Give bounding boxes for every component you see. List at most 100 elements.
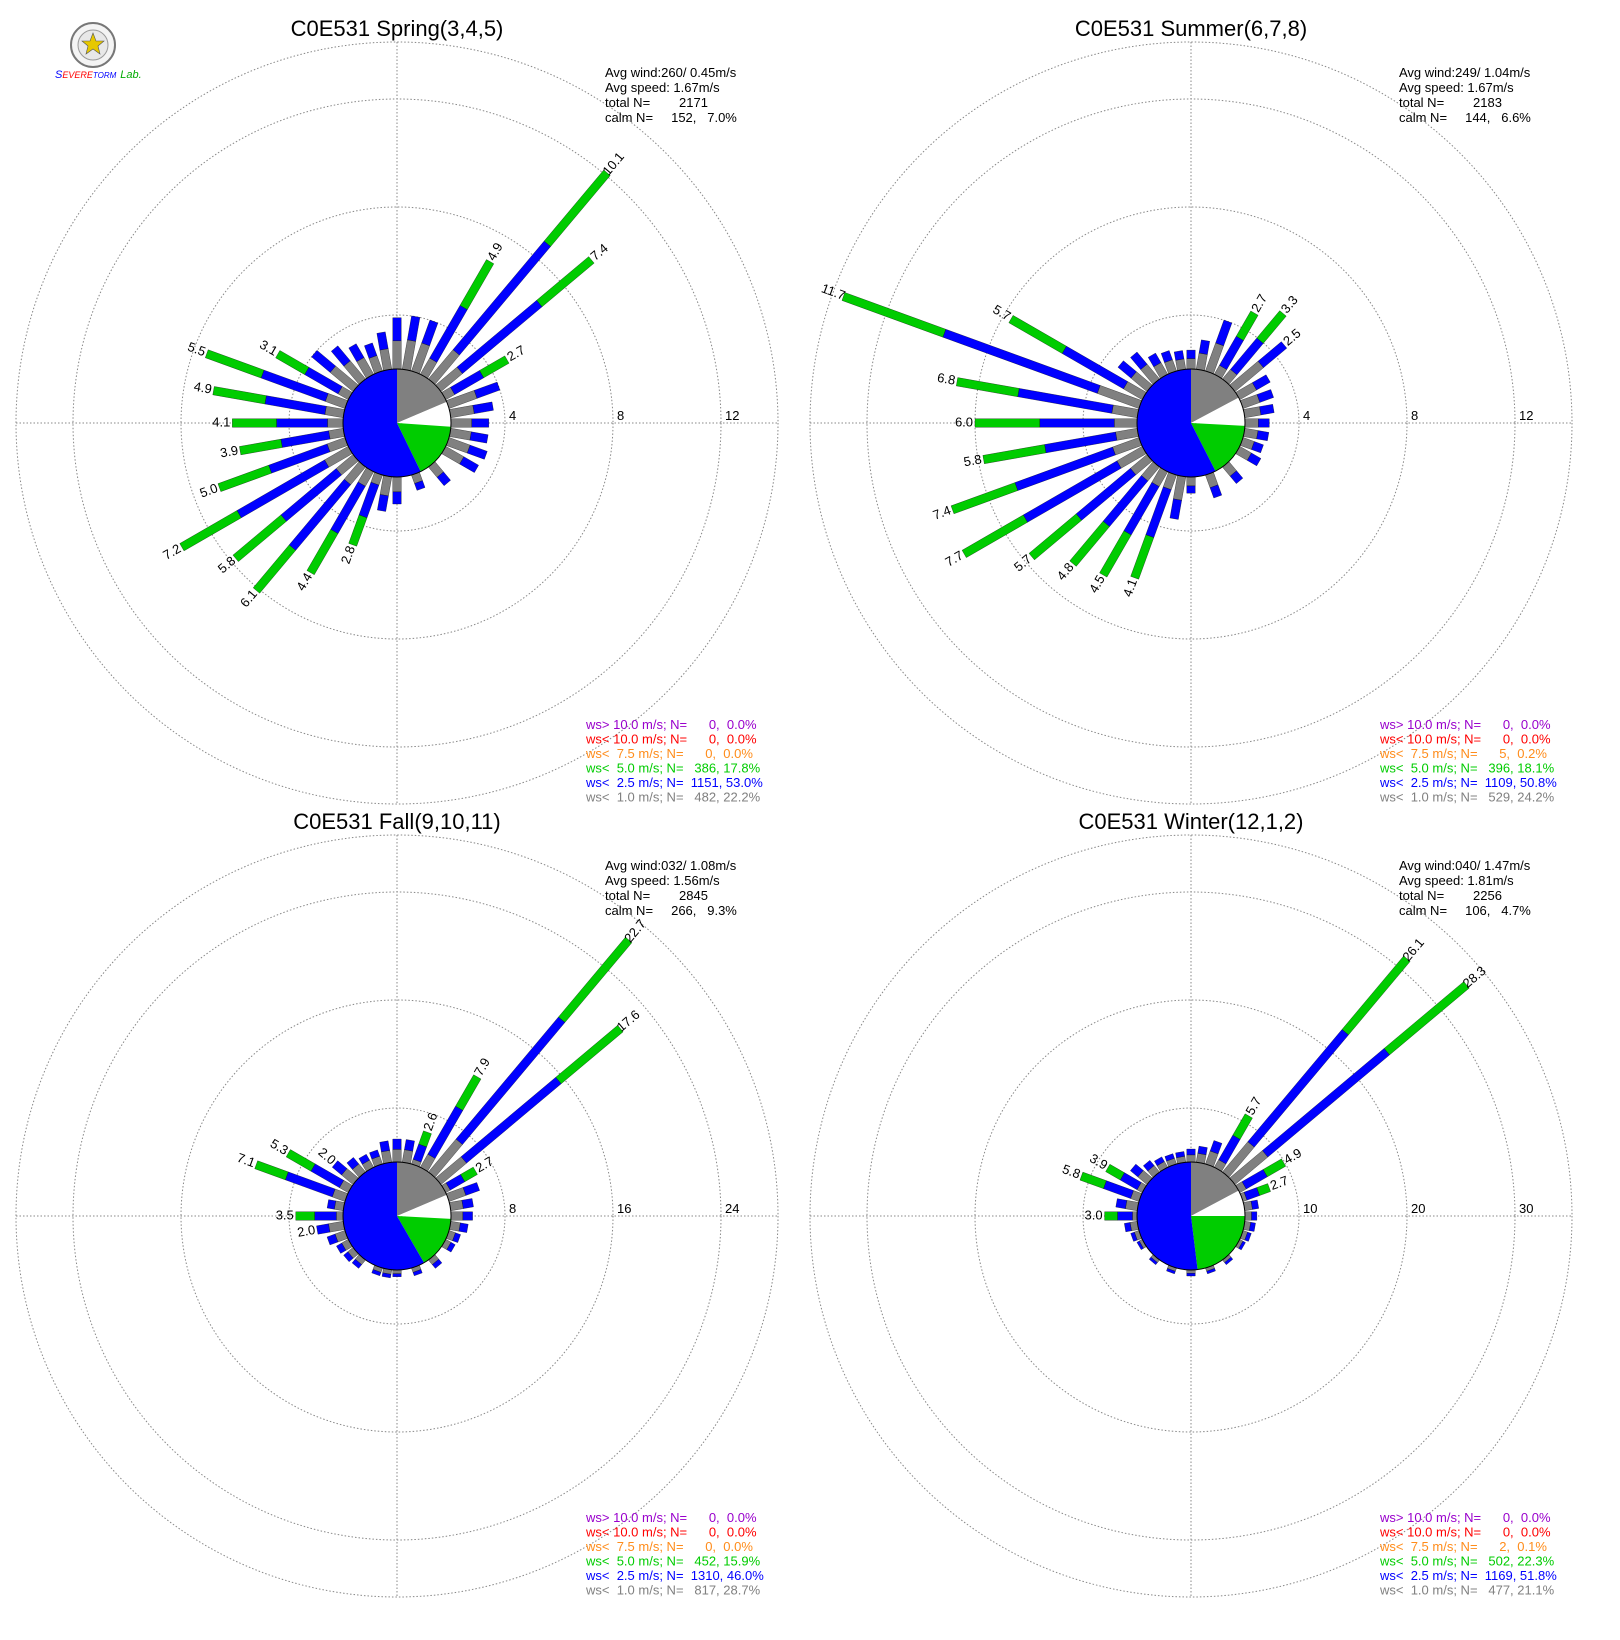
- wind-bar-segment: [1244, 1231, 1252, 1242]
- wind-bar-segment: [326, 1199, 336, 1210]
- wind-bar-segment: [1256, 310, 1287, 344]
- wind-bar-segment: [1249, 1222, 1256, 1232]
- wind-bar-segment: [1079, 1171, 1107, 1189]
- wind-bar-segment: [1252, 374, 1271, 391]
- wind-bar-segment: [332, 1160, 348, 1176]
- stats-line: calm N= 266, 9.3%: [605, 903, 737, 918]
- wind-bar-segment: [1164, 1153, 1175, 1162]
- calm-pie-outline: [342, 368, 452, 478]
- wind-bar-segment: [1115, 1198, 1128, 1209]
- ring-tick-label: 8: [617, 408, 624, 423]
- wind-bar-segment: [1104, 1211, 1118, 1221]
- ring-tick-label: 30: [1519, 1201, 1533, 1216]
- bar-value-label: 4.1: [1120, 577, 1140, 599]
- stats-line: Avg speed: 1.67m/s: [605, 80, 720, 95]
- ring-tick-label: 24: [725, 1201, 739, 1216]
- wind-bar-segment: [1257, 341, 1288, 368]
- wind-bar-segment: [275, 350, 310, 375]
- legend-entry: ws< 1.0 m/s; N= 482, 22.2%: [585, 790, 761, 805]
- calm-pie-slice: [397, 369, 447, 423]
- panel-title: C0E531 Winter(12,1,2): [1079, 809, 1304, 834]
- calm-pie: [1136, 368, 1246, 478]
- panel-title: C0E531 Spring(3,4,5): [291, 16, 504, 41]
- legend-entry: ws< 1.0 m/s; N= 477, 21.1%: [1379, 1583, 1555, 1598]
- wind-bar-segment: [1250, 1199, 1259, 1210]
- wind-bar-segment: [1125, 1200, 1139, 1211]
- legend-entry: ws< 5.0 m/s; N= 386, 17.8%: [585, 761, 761, 776]
- wind-bar-segment: [392, 1269, 402, 1274]
- wind-bar-segment: [314, 1211, 337, 1221]
- wind-bar-segment: [392, 317, 402, 341]
- wind-bar-segment: [472, 401, 494, 414]
- bar-value-label: 5.5: [186, 339, 208, 359]
- legend-entry: ws< 2.5 m/s; N= 1151, 53.0%: [585, 775, 763, 790]
- grid-ring: [180, 999, 614, 1433]
- wind-bar-segment: [1069, 520, 1110, 567]
- wind-bar-segment: [1259, 404, 1275, 416]
- wind-bar-segment: [1209, 1140, 1223, 1155]
- wind-bar-segment: [306, 529, 339, 575]
- wind-bar-segment: [392, 1273, 402, 1277]
- calm-pie-slice: [1137, 1162, 1198, 1270]
- calm-pie-slice: [1191, 397, 1245, 426]
- wind-bar-segment: [1124, 1222, 1132, 1232]
- wind-bar-segment: [1186, 1273, 1196, 1277]
- wind-bar-segment: [450, 1211, 464, 1221]
- bar-value-label: 2.8: [338, 544, 358, 566]
- wind-bar-segment: [351, 1258, 362, 1269]
- legend-entry: ws< 2.5 m/s; N= 1169, 51.8%: [1379, 1568, 1557, 1583]
- wind-bar-segment: [436, 471, 451, 486]
- calm-pie-outline: [1136, 368, 1246, 478]
- wind-bar-segment: [328, 428, 345, 440]
- wind-bar-segment: [1256, 430, 1270, 441]
- wind-bar-segment: [402, 1149, 413, 1164]
- ring-tick-label: 8: [509, 1201, 516, 1216]
- calm-pie-slice: [1191, 1190, 1245, 1216]
- wind-bar-segment: [1232, 1113, 1253, 1140]
- wind-bar-segment: [455, 1074, 482, 1111]
- legend-entry: ws< 7.5 m/s; N= 0, 0.0%: [585, 746, 753, 761]
- legend-entry: ws< 2.5 m/s; N= 1109, 50.8%: [1379, 775, 1557, 790]
- wind-bar-segment: [1206, 1268, 1216, 1275]
- wind-bar-segment: [429, 305, 468, 363]
- legend-entry: ws< 10.0 m/s; N= 0, 0.0%: [1379, 732, 1551, 747]
- wind-bar-segment: [404, 1139, 415, 1152]
- bar-value-label: 7.1: [235, 1150, 257, 1170]
- ring-tick-label: 12: [725, 408, 739, 423]
- wind-rose-panel: 8 16 242.67.922.717.62.72.03.57.15.3 2.0C0E…: [15, 809, 779, 1598]
- wind-bar-segment: [1008, 315, 1067, 354]
- wind-bar-segment: [460, 1166, 478, 1182]
- wind-bar-segment: [1136, 1240, 1144, 1250]
- wind-bar-segment: [343, 1251, 354, 1262]
- wind-bar-segment: [358, 1154, 370, 1165]
- wind-bar-segment: [1186, 1148, 1196, 1156]
- wind-bar-segment: [1186, 1154, 1196, 1163]
- wind-bar-segment: [205, 349, 265, 379]
- wind-bar-segment: [1130, 1231, 1138, 1242]
- wind-bar-segment: [1197, 1145, 1208, 1155]
- wind-bar-segment: [326, 1233, 339, 1246]
- calm-pie-outline: [1136, 1161, 1246, 1271]
- wind-bar-segment: [327, 418, 344, 428]
- wind-bar-segment: [1383, 981, 1470, 1056]
- stats-line: total N= 2845: [605, 888, 708, 903]
- outer-ring: [15, 41, 779, 805]
- logo-lettering: SEVERETORM Lab.: [55, 69, 142, 81]
- wind-rose-panel: 4 8 122.7 3.32.54.14.54.85.77.77.45.86.06.8…: [809, 16, 1573, 805]
- wind-bar-segment: [1247, 452, 1262, 467]
- wind-bar-segment: [467, 444, 488, 460]
- wind-bar-segment: [1198, 339, 1210, 355]
- wind-bar-segment: [558, 936, 633, 1023]
- wind-bar-segment: [1256, 389, 1274, 403]
- wind-bar-segment: [1175, 358, 1186, 371]
- wind-bar-segment: [1256, 1183, 1271, 1196]
- wind-bar-segment: [232, 418, 277, 428]
- ring-tick-label: 4: [1303, 408, 1310, 423]
- legend-entry: ws> 10.0 m/s; N= 0, 0.0%: [1379, 1510, 1551, 1525]
- calm-pie: [342, 368, 452, 478]
- grid-ring: [974, 206, 1408, 640]
- wind-bar-segment: [371, 1269, 382, 1277]
- wind-bar-segment: [295, 1211, 315, 1221]
- calm-pie-slice: [343, 1162, 424, 1270]
